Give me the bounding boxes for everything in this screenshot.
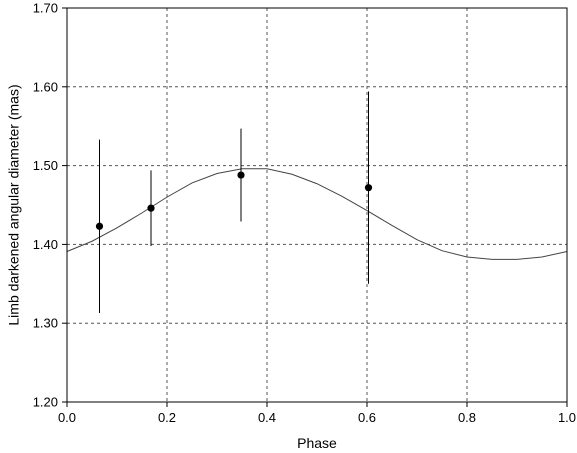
x-axis-ticks: 0.0 0.2 0.4 0.6 0.8 1.0 bbox=[58, 402, 576, 425]
y-tick-label: 1.30 bbox=[33, 316, 58, 331]
y-tick-label: 1.70 bbox=[33, 1, 58, 16]
x-tick-label: 0.8 bbox=[458, 410, 476, 425]
x-axis-title: Phase bbox=[297, 435, 337, 451]
y-tick-label: 1.40 bbox=[33, 237, 58, 252]
data-points-layer bbox=[95, 91, 373, 313]
data-point bbox=[237, 128, 245, 222]
data-point bbox=[147, 170, 155, 246]
y-axis-title: Limb darkened angular diameter (mas) bbox=[6, 84, 22, 325]
data-marker bbox=[147, 204, 155, 212]
data-marker bbox=[95, 222, 104, 230]
x-tick-label: 0.2 bbox=[158, 410, 176, 425]
x-tick-label: 1.0 bbox=[558, 410, 576, 425]
x-tick-label: 0.4 bbox=[258, 410, 276, 425]
data-marker bbox=[237, 171, 245, 179]
model-curve-layer bbox=[66, 168, 568, 260]
x-tick-label: 0.6 bbox=[358, 410, 376, 425]
y-tick-label: 1.60 bbox=[33, 79, 58, 94]
model-curve bbox=[66, 168, 568, 260]
grid bbox=[67, 8, 567, 402]
plot-frame bbox=[66, 7, 568, 403]
data-point bbox=[364, 91, 373, 284]
y-axis-ticks: 1.20 1.30 1.40 1.50 1.60 1.70 bbox=[33, 1, 67, 410]
x-tick-label: 0.0 bbox=[58, 410, 76, 425]
data-point bbox=[95, 139, 104, 313]
y-tick-label: 1.20 bbox=[33, 395, 58, 410]
y-tick-label: 1.50 bbox=[33, 158, 58, 173]
data-marker bbox=[364, 184, 373, 192]
